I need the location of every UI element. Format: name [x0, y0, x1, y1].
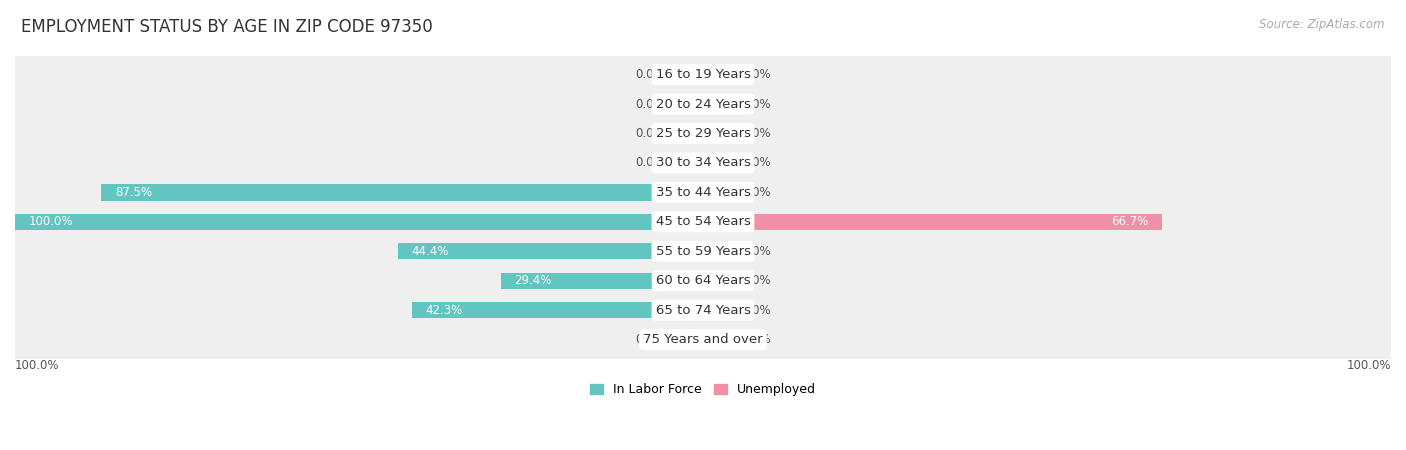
Text: 44.4%: 44.4% — [412, 245, 449, 258]
Text: 0.0%: 0.0% — [636, 98, 665, 111]
Bar — [703, 155, 731, 171]
Bar — [703, 214, 1161, 230]
Bar — [675, 155, 703, 171]
Text: 0.0%: 0.0% — [741, 304, 770, 317]
Text: 0.0%: 0.0% — [741, 98, 770, 111]
Text: 16 to 19 Years: 16 to 19 Years — [655, 68, 751, 81]
Text: 0.0%: 0.0% — [741, 186, 770, 199]
Bar — [703, 332, 731, 348]
Text: 0.0%: 0.0% — [636, 333, 665, 346]
Text: 42.3%: 42.3% — [426, 304, 463, 317]
Text: 0.0%: 0.0% — [636, 157, 665, 170]
Bar — [703, 67, 731, 83]
FancyBboxPatch shape — [11, 48, 1395, 101]
Bar — [675, 126, 703, 142]
Bar — [398, 243, 703, 259]
Bar — [675, 67, 703, 83]
Text: 0.0%: 0.0% — [741, 274, 770, 287]
Text: 87.5%: 87.5% — [115, 186, 152, 199]
Text: 100.0%: 100.0% — [28, 216, 73, 229]
Text: 20 to 24 Years: 20 to 24 Years — [655, 98, 751, 111]
Bar — [675, 96, 703, 112]
FancyBboxPatch shape — [11, 166, 1395, 219]
Text: 25 to 29 Years: 25 to 29 Years — [655, 127, 751, 140]
Bar — [501, 273, 703, 289]
FancyBboxPatch shape — [11, 136, 1395, 189]
Text: 30 to 34 Years: 30 to 34 Years — [655, 157, 751, 170]
Text: 0.0%: 0.0% — [741, 68, 770, 81]
Legend: In Labor Force, Unemployed: In Labor Force, Unemployed — [585, 378, 821, 401]
Text: 100.0%: 100.0% — [1347, 359, 1391, 372]
Text: Source: ZipAtlas.com: Source: ZipAtlas.com — [1260, 18, 1385, 31]
Bar — [15, 214, 703, 230]
Text: 0.0%: 0.0% — [741, 245, 770, 258]
FancyBboxPatch shape — [11, 107, 1395, 160]
Bar — [675, 332, 703, 348]
FancyBboxPatch shape — [11, 195, 1395, 248]
Text: 0.0%: 0.0% — [741, 157, 770, 170]
Bar — [412, 302, 703, 318]
FancyBboxPatch shape — [11, 225, 1395, 278]
Bar — [703, 126, 731, 142]
Bar — [703, 302, 731, 318]
Text: 0.0%: 0.0% — [741, 333, 770, 346]
Text: EMPLOYMENT STATUS BY AGE IN ZIP CODE 97350: EMPLOYMENT STATUS BY AGE IN ZIP CODE 973… — [21, 18, 433, 36]
Bar — [703, 273, 731, 289]
Bar — [703, 96, 731, 112]
Text: 0.0%: 0.0% — [636, 68, 665, 81]
Text: 66.7%: 66.7% — [1111, 216, 1149, 229]
Bar — [703, 184, 731, 201]
Text: 0.0%: 0.0% — [741, 127, 770, 140]
Bar — [101, 184, 703, 201]
FancyBboxPatch shape — [11, 254, 1395, 307]
Text: 45 to 54 Years: 45 to 54 Years — [655, 216, 751, 229]
Text: 0.0%: 0.0% — [636, 127, 665, 140]
Text: 55 to 59 Years: 55 to 59 Years — [655, 245, 751, 258]
Bar — [703, 243, 731, 259]
Text: 100.0%: 100.0% — [15, 359, 59, 372]
Text: 75 Years and over: 75 Years and over — [643, 333, 763, 346]
Text: 65 to 74 Years: 65 to 74 Years — [655, 304, 751, 317]
Text: 29.4%: 29.4% — [515, 274, 553, 287]
Text: 60 to 64 Years: 60 to 64 Years — [655, 274, 751, 287]
Text: 35 to 44 Years: 35 to 44 Years — [655, 186, 751, 199]
FancyBboxPatch shape — [11, 284, 1395, 337]
FancyBboxPatch shape — [11, 77, 1395, 130]
FancyBboxPatch shape — [11, 313, 1395, 366]
